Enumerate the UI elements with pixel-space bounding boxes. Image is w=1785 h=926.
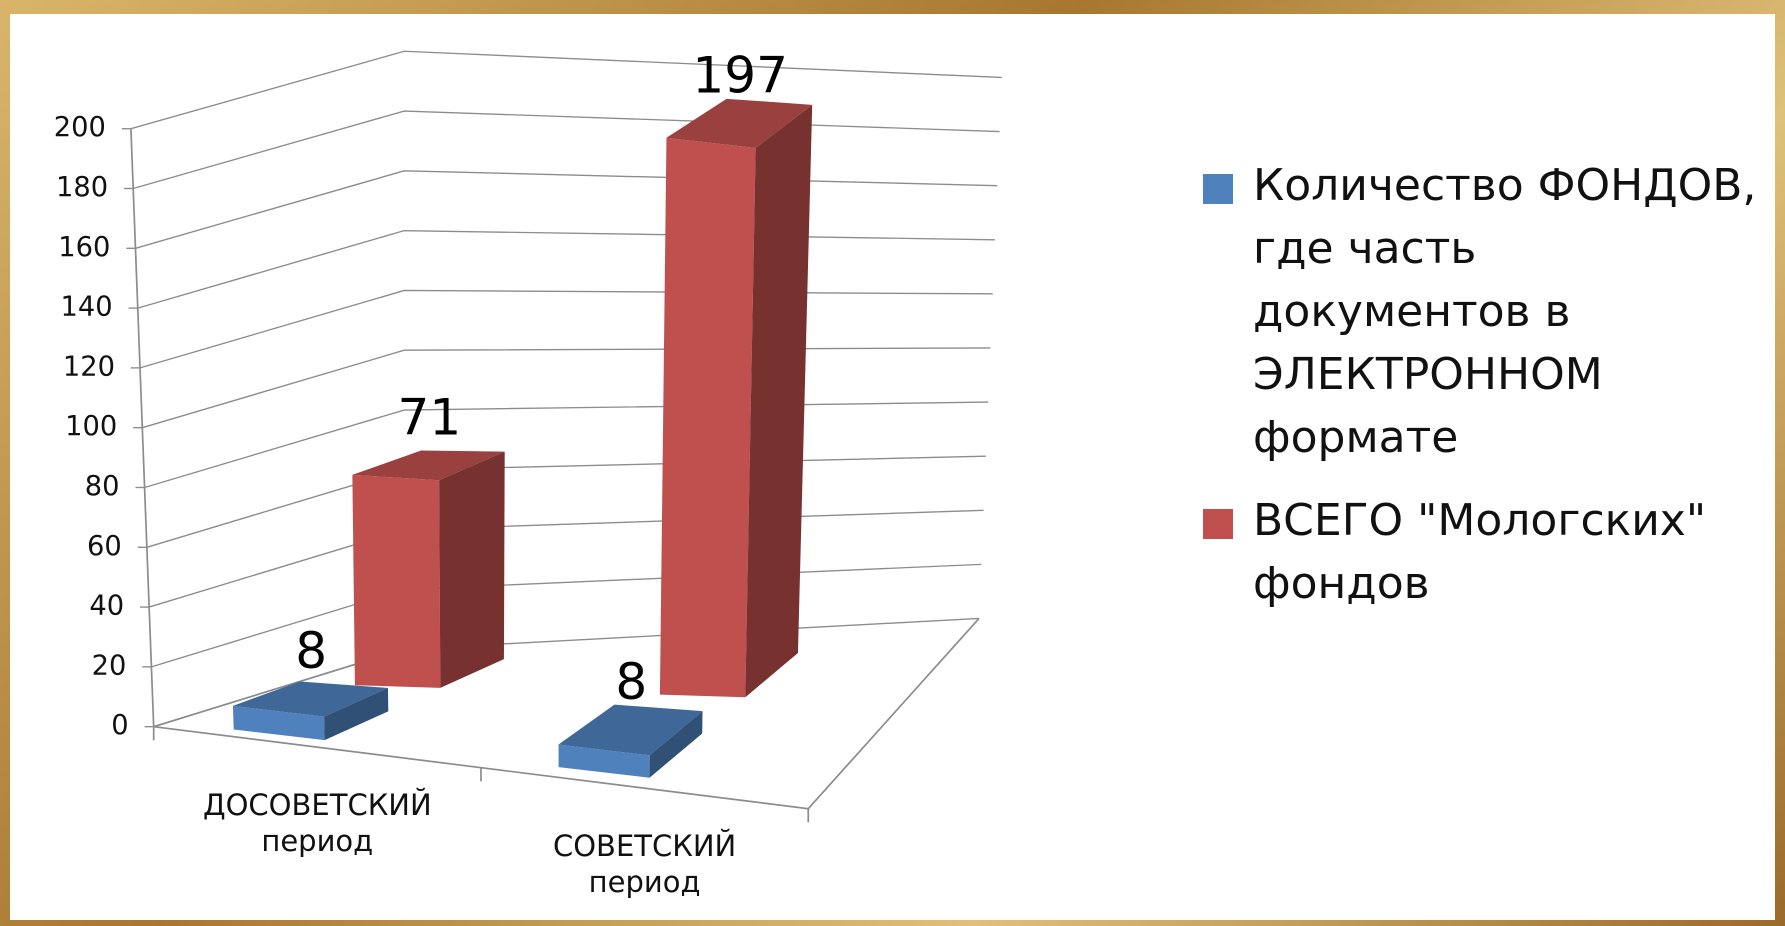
grid-line: [151, 563, 982, 668]
y-tick-label: 80: [85, 471, 120, 502]
bar-top: [558, 704, 703, 756]
panel: [10, 14, 1775, 920]
bar-side: [649, 711, 703, 778]
bar-front: [659, 137, 756, 698]
x-tick-label: СОВЕТСКИЙ период: [552, 829, 737, 900]
grid-line: [144, 401, 989, 489]
bar-side: [745, 104, 813, 698]
data-label: 197: [692, 46, 788, 105]
bar-top: [666, 98, 813, 148]
grid-line: [133, 110, 1000, 190]
bar-side: [324, 687, 389, 741]
legend-label: Количество ФОНДОВ, где часть документов …: [1253, 160, 1757, 463]
y-tick-label: 40: [89, 591, 124, 622]
y-tick-label: 100: [65, 411, 117, 442]
y-tick-label: 0: [111, 710, 128, 741]
grid-line: [146, 455, 986, 548]
y-tick-label: 120: [63, 351, 115, 382]
data-label: 8: [295, 621, 327, 680]
grid-line: [142, 347, 991, 429]
y-tick-label: 60: [87, 531, 122, 562]
legend-item: ВСЕГО "Мологских" фондов: [1203, 489, 1763, 615]
y-tick-label: 200: [54, 112, 106, 143]
bar-front: [352, 474, 441, 688]
y-tick-label: 20: [92, 650, 127, 681]
bar-front: [558, 744, 650, 778]
legend-swatch: [1203, 509, 1233, 539]
legend-swatch: [1203, 174, 1233, 204]
axis-line: [130, 128, 155, 727]
bar-side: [439, 451, 505, 688]
data-label: 8: [615, 652, 647, 711]
bar-top: [232, 681, 388, 717]
grid-line: [135, 170, 998, 249]
legend-label: ВСЕГО "Мологских" фондов: [1253, 495, 1707, 609]
y-tick-label: 140: [61, 292, 113, 323]
grid-line: [148, 509, 984, 608]
x-tick-label: ДОСОВЕТСКИЙ период: [202, 788, 432, 859]
bar-top: [352, 450, 505, 481]
grid-line: [139, 289, 993, 369]
data-label: 71: [397, 387, 461, 446]
y-tick-label: 160: [58, 232, 110, 263]
y-tick-label: 180: [56, 172, 108, 203]
grid-line: [137, 229, 995, 309]
bar-front: [232, 705, 325, 741]
legend-item: Количество ФОНДОВ, где часть документов …: [1203, 154, 1763, 469]
grid-line: [130, 50, 1002, 130]
